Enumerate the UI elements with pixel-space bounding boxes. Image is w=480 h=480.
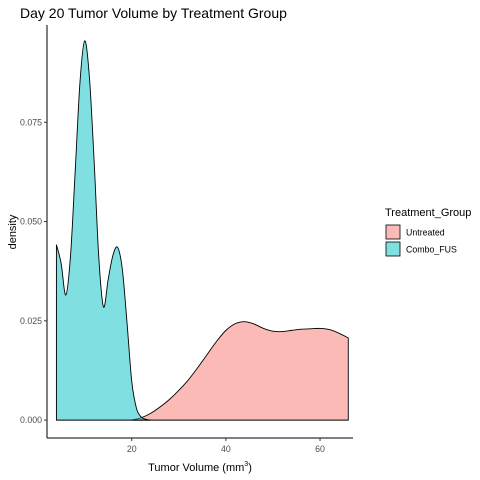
legend-title: Treatment_Group: [385, 207, 471, 219]
density-area-combo-fus: [56, 40, 151, 421]
x-axis-title-suffix: ): [248, 462, 252, 474]
chart-title: Day 20 Tumor Volume by Treatment Group: [20, 5, 287, 21]
x-tick-label: 40: [221, 444, 231, 454]
density-outline-untreated: [131, 321, 349, 421]
x-axis-title: Tumor Volume (mm3): [148, 461, 252, 474]
x-axis-title-text: Tumor Volume (mm: [148, 462, 244, 474]
density-area-untreated: [131, 321, 349, 421]
density-outline-combo-fus: [55, 40, 151, 421]
legend: Treatment_Group Untreated Combo_FUS: [385, 207, 471, 257]
plot-area: [55, 40, 349, 421]
x-tick-label: 60: [315, 444, 325, 454]
x-axis-ticks: 20 40 60: [127, 438, 325, 454]
y-tick-label: 0.050: [20, 217, 42, 227]
y-tick-label: 0.000: [20, 415, 42, 425]
y-tick-label: 0.025: [20, 316, 42, 326]
x-tick-label: 20: [127, 444, 137, 454]
x-axis-title-superscript: 3: [244, 461, 248, 468]
legend-label-combo-fus: Combo_FUS: [406, 245, 457, 255]
y-axis-title: density: [7, 214, 19, 249]
legend-label-untreated: Untreated: [406, 228, 445, 238]
y-axis-ticks: 0.000 0.025 0.050 0.075: [20, 117, 47, 425]
legend-key-combo-fus: [385, 241, 401, 257]
legend-key-untreated: [385, 224, 401, 240]
y-tick-label: 0.075: [20, 117, 42, 127]
